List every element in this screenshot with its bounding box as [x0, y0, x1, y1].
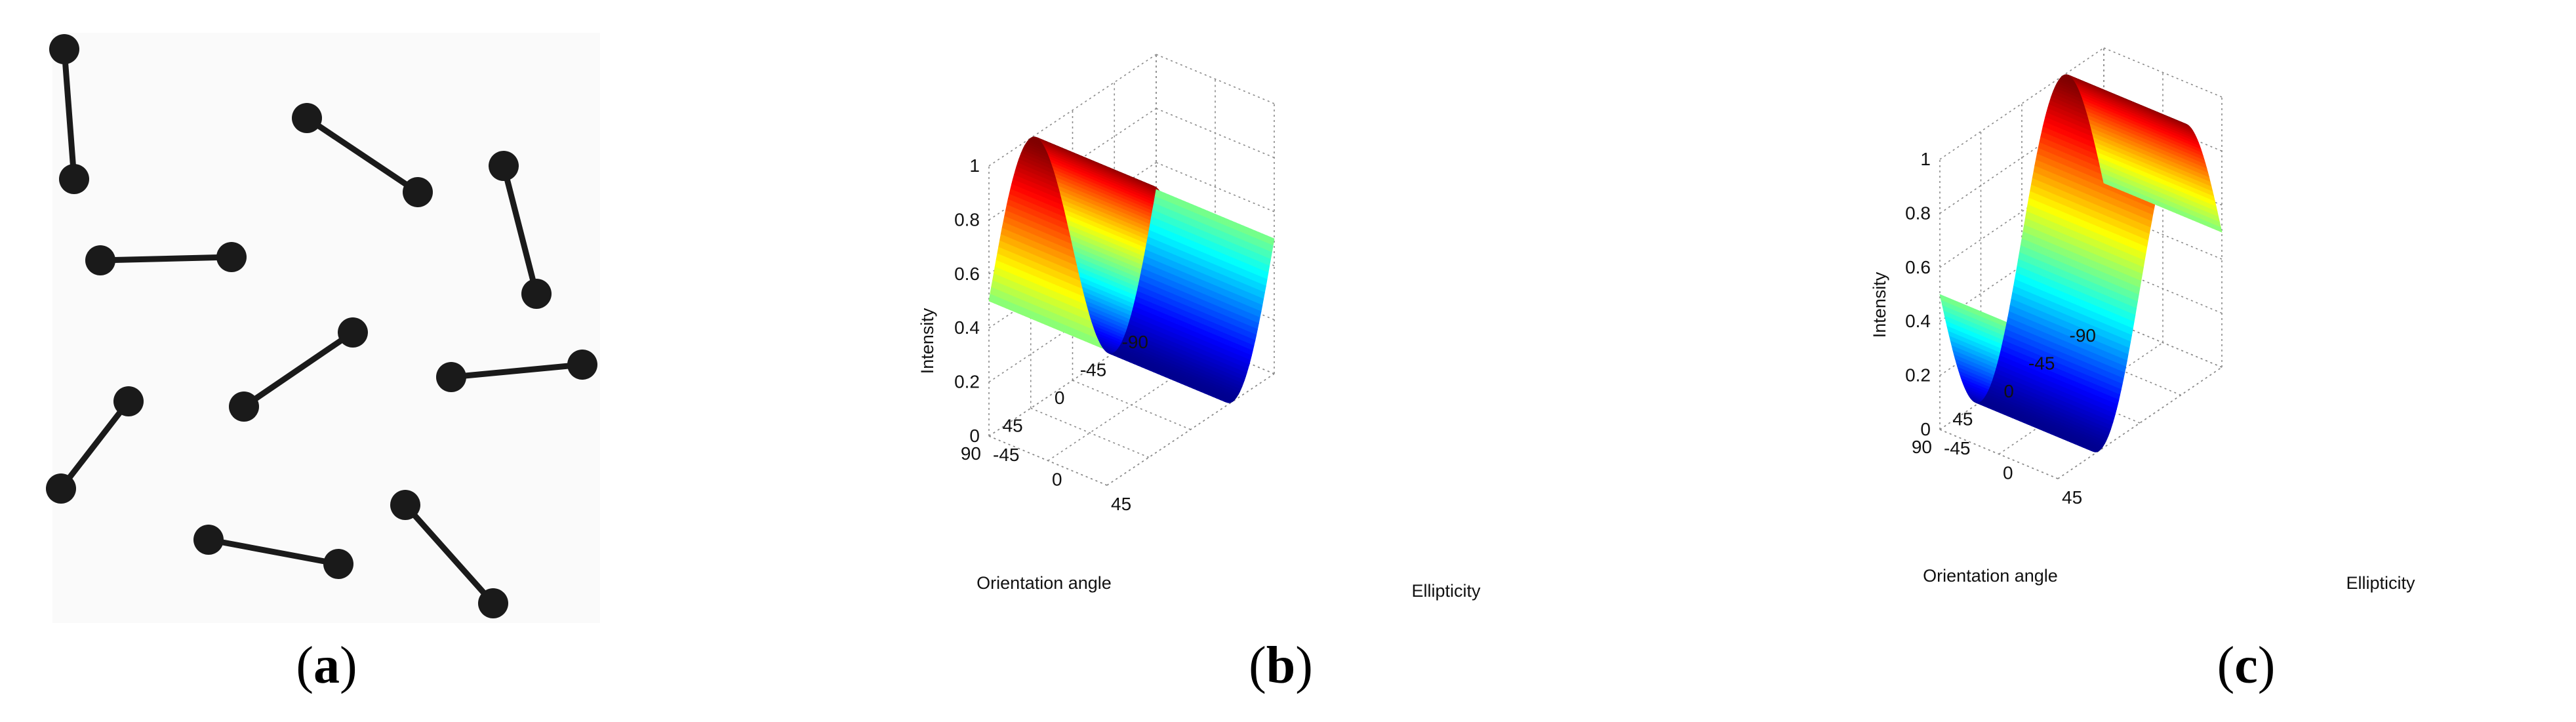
dumbbell-molecule	[436, 350, 597, 392]
molecule-atom	[403, 177, 433, 207]
molecule-bond	[242, 330, 355, 409]
grid-line	[1030, 407, 1150, 458]
molecule-atom	[59, 164, 89, 194]
grid-line	[988, 54, 1157, 167]
dumbbell-molecule	[390, 490, 508, 618]
molecule-atom	[338, 317, 368, 348]
molecule-atom	[478, 588, 508, 618]
molecule-atom	[46, 473, 76, 504]
chart-b-surface	[988, 136, 1275, 403]
molecule-atom	[292, 103, 322, 133]
molecule-atom	[521, 279, 552, 309]
grid-line	[1047, 348, 1216, 462]
dumbbell-molecule	[193, 525, 353, 579]
molecule-atom	[229, 391, 259, 422]
molecule-bond	[500, 165, 540, 295]
molecule-bond	[451, 361, 583, 380]
molecule-atom	[193, 525, 224, 555]
molecule-atom	[113, 386, 144, 416]
molecule-atom	[85, 245, 115, 275]
panel-a-background	[52, 33, 600, 623]
molecule-atom	[323, 549, 353, 579]
box-edge	[1106, 373, 1275, 486]
molecule-bond	[305, 115, 420, 195]
dumbbell-molecule	[229, 317, 368, 422]
molecule-atom	[489, 151, 519, 181]
dumbbell-molecule	[85, 242, 247, 275]
grid-line	[1156, 162, 1275, 212]
molecule-bond	[208, 536, 339, 567]
molecule-atom	[436, 362, 466, 392]
molecule-bond	[58, 399, 131, 491]
panel-a-molecules	[46, 34, 597, 618]
dumbbell-molecule	[292, 103, 433, 207]
molecule-bond	[61, 49, 77, 180]
dumbbell-molecule	[49, 34, 89, 194]
box-edge	[988, 435, 1108, 486]
molecule-bond	[403, 503, 496, 605]
grid-line	[988, 324, 1157, 437]
molecule-bond	[100, 254, 232, 264]
molecule-atom	[567, 350, 597, 380]
molecule-atom	[49, 34, 79, 64]
molecule-atom	[390, 490, 420, 520]
grid-line	[1156, 54, 1275, 104]
dumbbell-molecule	[46, 386, 144, 504]
molecule-atom	[216, 242, 247, 272]
dumbbell-molecule	[489, 151, 552, 309]
